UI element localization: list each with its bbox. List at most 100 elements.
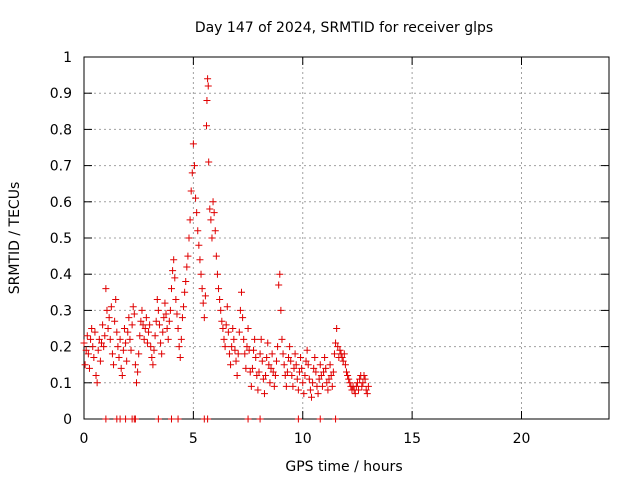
data-point: [196, 256, 204, 264]
data-point: [124, 328, 132, 336]
data-point: [203, 96, 211, 104]
data-point: [310, 364, 318, 372]
data-point: [339, 357, 347, 365]
data-point: [173, 310, 181, 318]
data-point: [212, 252, 220, 260]
data-point: [215, 285, 223, 293]
data-point: [90, 353, 98, 361]
data-point: [277, 306, 285, 314]
x-tick-labels: 0 5 10 15 20: [80, 431, 531, 447]
data-point: [110, 361, 118, 369]
data-point: [151, 332, 159, 340]
data-point: [168, 285, 175, 293]
data-point: [289, 382, 297, 390]
data-point: [106, 335, 114, 343]
data-point: [254, 386, 262, 394]
data-point: [288, 372, 296, 380]
data-point: [117, 364, 125, 372]
y-tick-label: 0.4: [50, 267, 72, 283]
data-point: [84, 350, 92, 358]
data-point: [324, 386, 332, 394]
data-point: [83, 332, 91, 340]
data-point: [185, 234, 193, 242]
y-tick-label: 0.1: [50, 376, 72, 392]
data-point: [174, 325, 182, 332]
data-point: [248, 364, 256, 372]
data-point: [246, 368, 254, 376]
data-point: [131, 361, 139, 369]
data-point: [253, 372, 261, 380]
data-point: [355, 386, 363, 394]
data-point: [242, 364, 250, 372]
x-axis-label: GPS time / hours: [285, 459, 402, 475]
data-point: [293, 375, 301, 383]
data-point: [295, 368, 303, 376]
data-point: [206, 205, 214, 213]
data-point: [280, 361, 288, 369]
data-point: [250, 346, 258, 354]
data-point: [343, 368, 350, 376]
data-point: [114, 343, 122, 351]
data-point: [143, 339, 151, 347]
data-point: [326, 361, 334, 369]
data-point: [149, 361, 157, 369]
data-point: [223, 303, 231, 311]
data-point: [257, 335, 265, 343]
data-point: [105, 314, 113, 322]
data-point: [158, 350, 166, 358]
x-tick-label: 10: [294, 431, 312, 447]
data-point: [162, 310, 170, 318]
data-point: [311, 353, 319, 361]
data-point: [128, 321, 136, 329]
data-point: [294, 415, 302, 423]
data-point: [286, 343, 294, 351]
data-point: [312, 368, 320, 376]
data-point: [362, 386, 370, 394]
data-point: [104, 325, 112, 332]
data-point: [211, 227, 219, 235]
data-point: [322, 364, 330, 372]
data-point: [135, 350, 143, 358]
data-point: [244, 325, 252, 332]
data-point: [340, 350, 348, 358]
data-point: [309, 379, 317, 387]
data-point: [113, 328, 121, 336]
data-point: [187, 187, 195, 195]
data-point: [328, 382, 336, 390]
data-point: [236, 306, 244, 314]
data-point: [346, 379, 354, 387]
data-point: [137, 317, 145, 325]
data-point: [274, 343, 282, 351]
data-point: [115, 353, 123, 361]
data-point: [320, 368, 328, 376]
data-point: [164, 335, 172, 343]
x-tick-label: 15: [403, 431, 421, 447]
data-point: [198, 285, 206, 293]
data-point: [300, 390, 308, 398]
data-point: [268, 350, 276, 358]
data-point: [308, 393, 315, 401]
data-point: [304, 361, 312, 369]
data-point: [87, 335, 95, 343]
data-point: [330, 350, 338, 358]
data-point: [195, 241, 203, 249]
data-point: [235, 328, 243, 336]
data-point: [205, 158, 213, 166]
data-point: [99, 321, 107, 329]
data-point: [190, 162, 198, 170]
data-point: [238, 288, 245, 296]
data-point: [127, 346, 135, 354]
data-point: [244, 415, 252, 423]
data-point: [165, 317, 173, 325]
data-point: [102, 285, 110, 293]
data-point: [361, 375, 369, 383]
data-point: [145, 328, 153, 336]
data-point: [256, 350, 264, 358]
data-point: [217, 306, 225, 314]
data-point: [138, 306, 146, 314]
data-point: [359, 379, 367, 387]
data-point: [290, 364, 298, 372]
data-point: [134, 368, 142, 376]
data-point: [220, 335, 228, 343]
data-point: [266, 379, 274, 387]
